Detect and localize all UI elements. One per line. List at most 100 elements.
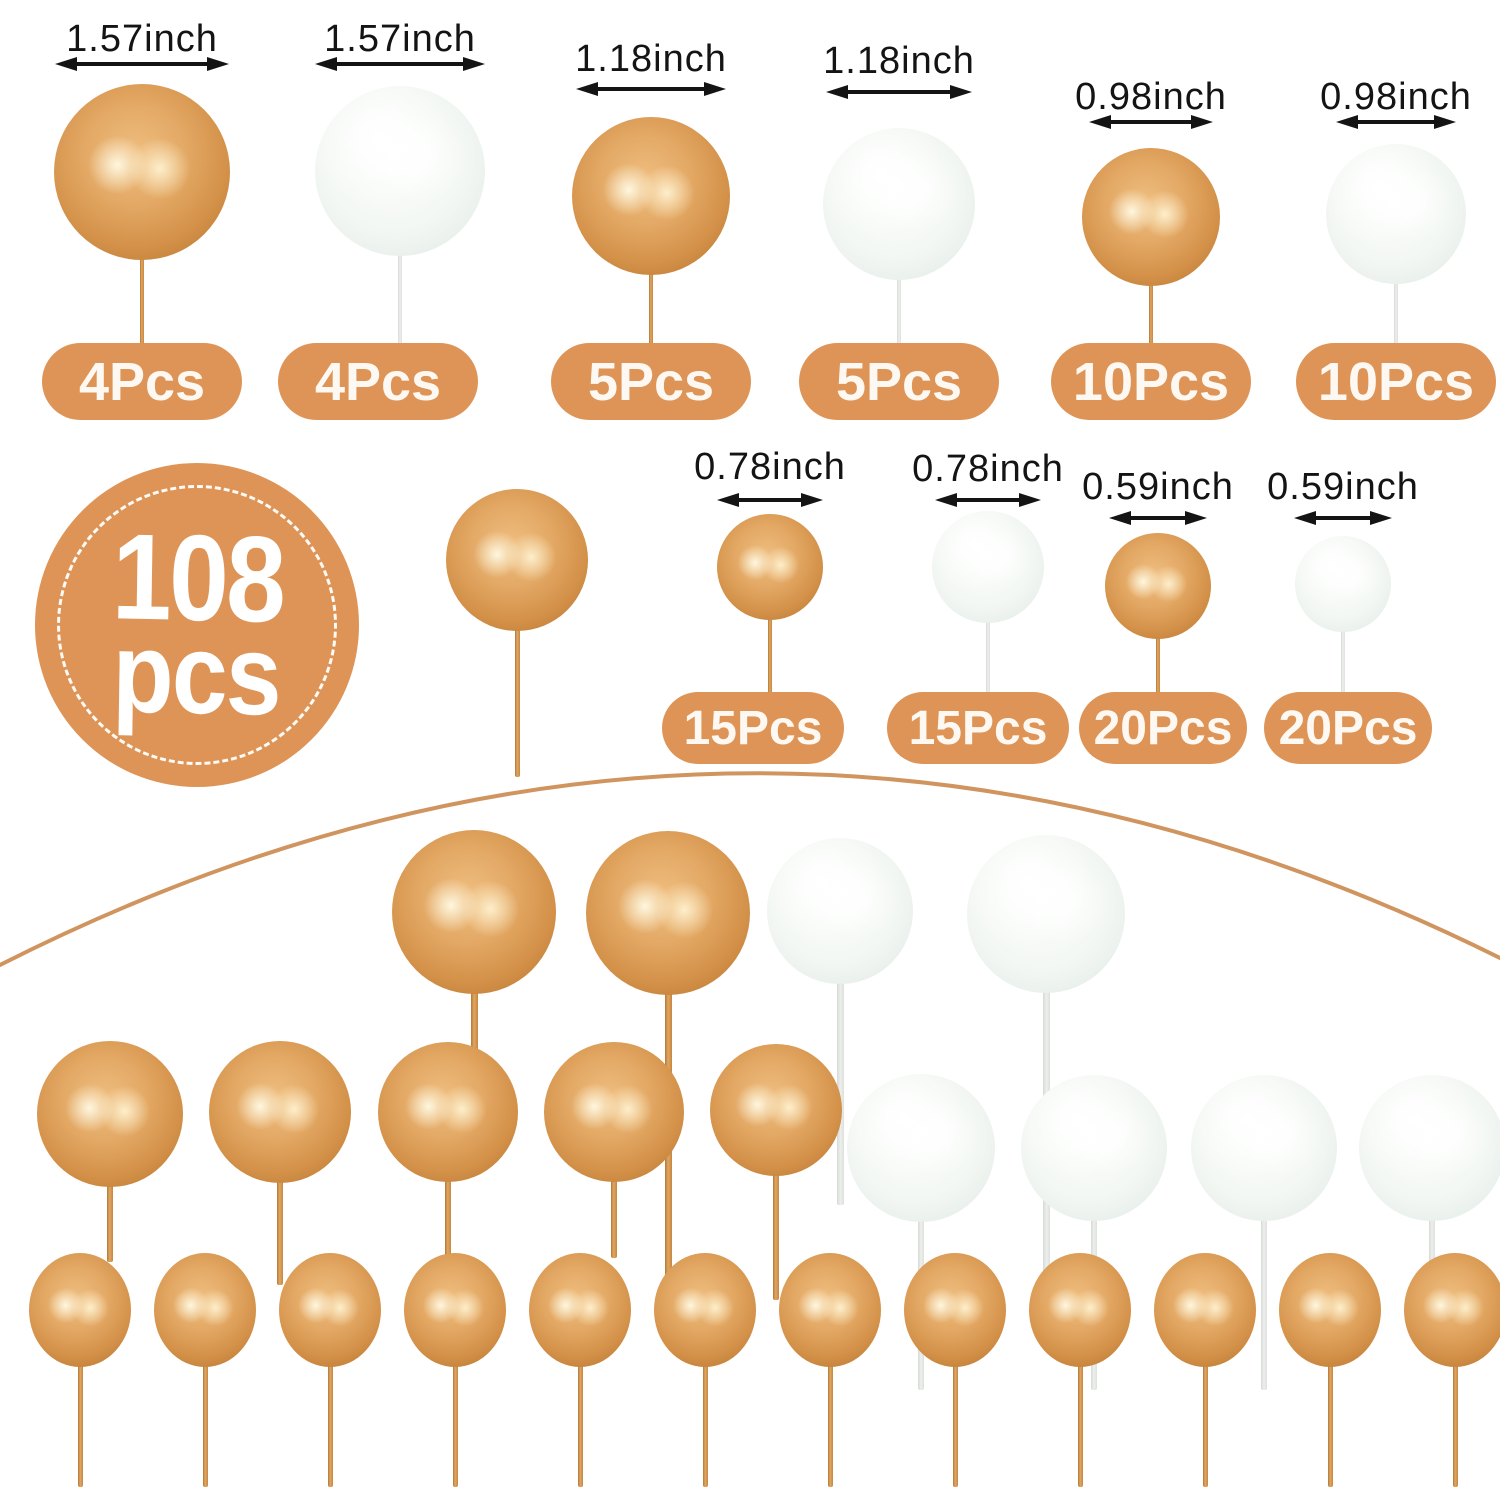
white-ball — [1359, 1075, 1500, 1221]
count-pill: 4Pcs — [278, 343, 478, 420]
count-label: 15Pcs — [683, 701, 823, 755]
stick — [768, 567, 772, 700]
size-label: 1.57inch — [324, 18, 476, 60]
gold-ball — [529, 1253, 631, 1367]
total-count-badge: 108 pcs — [35, 463, 359, 787]
gold-ball — [1029, 1253, 1131, 1367]
count-pill: 20Pcs — [1079, 692, 1247, 764]
count-label: 10Pcs — [1317, 351, 1475, 412]
width-arrow-icon — [935, 493, 1041, 507]
stick — [611, 1112, 617, 1258]
gold-ball — [654, 1253, 756, 1367]
badge-unit: pcs — [111, 609, 281, 740]
stick — [1341, 584, 1345, 700]
stick — [827, 1310, 833, 1487]
size-label: 0.59inch — [1267, 466, 1419, 508]
size-label: 1.18inch — [823, 40, 975, 82]
width-arrow-icon — [1294, 511, 1392, 525]
count-label: 4Pcs — [314, 351, 442, 412]
white-ball — [767, 838, 913, 984]
stick — [1327, 1310, 1333, 1487]
width-arrow-icon — [1109, 511, 1207, 525]
count-pill: 10Pcs — [1051, 343, 1251, 420]
gold-ball — [710, 1044, 842, 1176]
stick — [986, 567, 990, 700]
size-label: 0.78inch — [694, 446, 846, 488]
count-pill: 5Pcs — [551, 343, 751, 420]
gold-ball — [154, 1253, 256, 1367]
count-label: 20Pcs — [1093, 701, 1233, 755]
size-label: 0.59inch — [1082, 466, 1234, 508]
gold-ball — [378, 1042, 518, 1182]
count-label: 5Pcs — [835, 351, 963, 412]
count-pill: 10Pcs — [1296, 343, 1496, 420]
stick — [952, 1310, 958, 1487]
stick — [1429, 1148, 1435, 1330]
gold-ball — [392, 830, 556, 994]
size-label: 1.57inch — [66, 18, 218, 60]
width-arrow-icon — [315, 57, 485, 71]
gold-ball — [209, 1041, 351, 1183]
gold-ball — [544, 1042, 684, 1182]
gold-ball — [1154, 1253, 1256, 1367]
count-label: 10Pcs — [1072, 351, 1230, 412]
badge-dashed-ring-icon — [57, 485, 337, 765]
stick — [514, 560, 520, 777]
width-arrow-icon — [1089, 115, 1213, 129]
white-ball — [1191, 1075, 1337, 1221]
gold-ball — [1082, 148, 1220, 286]
gold-ball — [572, 117, 730, 275]
count-pill: 4Pcs — [42, 343, 242, 420]
stick — [702, 1310, 708, 1487]
white-ball — [823, 128, 975, 280]
count-label: 20Pcs — [1278, 701, 1418, 755]
badge-text: 108 pcs — [52, 460, 342, 790]
width-arrow-icon — [717, 493, 823, 507]
stick — [577, 1310, 583, 1487]
size-label: 0.78inch — [912, 448, 1064, 490]
arch-line-icon — [0, 771, 1500, 967]
stick — [1156, 586, 1160, 700]
gold-ball — [37, 1041, 183, 1187]
width-arrow-icon — [576, 82, 726, 96]
white-ball — [847, 1074, 995, 1222]
count-pill: 15Pcs — [887, 692, 1069, 764]
count-pill: 5Pcs — [799, 343, 999, 420]
width-arrow-icon — [55, 57, 229, 71]
gold-ball — [279, 1253, 381, 1367]
white-ball — [1021, 1075, 1167, 1221]
stick — [77, 1310, 83, 1487]
stick — [445, 1112, 451, 1258]
stick — [452, 1310, 458, 1487]
stick — [1202, 1310, 1208, 1487]
width-arrow-icon — [1336, 115, 1456, 129]
stick — [398, 171, 402, 351]
white-ball — [1295, 536, 1391, 632]
stick — [107, 1114, 113, 1262]
count-pill: 20Pcs — [1264, 692, 1432, 764]
stick — [140, 172, 144, 351]
gold-ball — [446, 489, 588, 631]
count-pill: 15Pcs — [662, 692, 844, 764]
stick — [773, 1110, 779, 1300]
count-label: 4Pcs — [78, 351, 206, 412]
count-label: 15Pcs — [908, 701, 1048, 755]
width-arrow-icon — [826, 85, 972, 99]
stick — [836, 911, 844, 1205]
stick — [1452, 1310, 1458, 1487]
white-ball — [932, 511, 1044, 623]
white-ball — [967, 835, 1125, 993]
stick — [202, 1310, 208, 1487]
gold-ball — [404, 1253, 506, 1367]
white-ball — [315, 86, 485, 256]
gold-ball — [586, 831, 750, 995]
stick — [277, 1112, 283, 1285]
gold-ball — [717, 514, 823, 620]
gold-ball — [1105, 533, 1211, 639]
gold-ball — [29, 1253, 131, 1367]
count-label: 5Pcs — [587, 351, 715, 412]
stick — [327, 1310, 333, 1487]
stick — [1261, 1148, 1267, 1390]
white-ball — [1326, 144, 1466, 284]
